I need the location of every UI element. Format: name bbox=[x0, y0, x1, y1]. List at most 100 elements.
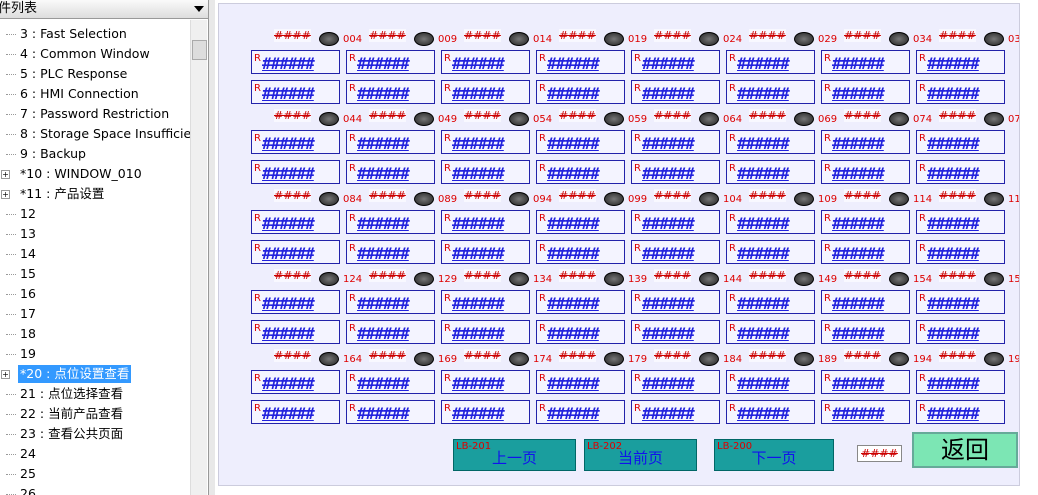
expander[interactable]: + bbox=[1, 370, 10, 379]
expander[interactable]: + bbox=[1, 170, 10, 179]
lamp[interactable] bbox=[319, 272, 339, 286]
lamp[interactable] bbox=[414, 272, 434, 286]
lamp[interactable] bbox=[889, 272, 909, 286]
tree-item[interactable]: 4 : Common Window bbox=[20, 46, 150, 61]
lamp[interactable] bbox=[414, 32, 434, 46]
header-value: #### bbox=[559, 269, 596, 282]
lamp[interactable] bbox=[794, 32, 814, 46]
tree-item[interactable]: *11 : 产品设置 bbox=[20, 186, 105, 201]
cell-value: ###### bbox=[452, 84, 505, 103]
lamp[interactable] bbox=[984, 272, 1004, 286]
lamp[interactable] bbox=[414, 192, 434, 206]
lamp[interactable] bbox=[604, 272, 624, 286]
value-cell: ###### R bbox=[536, 370, 625, 394]
tree-item[interactable]: 18 bbox=[20, 326, 36, 341]
lamp[interactable] bbox=[984, 192, 1004, 206]
value-cell: ###### R bbox=[441, 50, 530, 74]
lamp[interactable] bbox=[699, 32, 719, 46]
tree-item[interactable]: *20 : 点位设置查看 bbox=[18, 365, 132, 383]
lamp[interactable] bbox=[604, 192, 624, 206]
header-value: #### bbox=[464, 269, 501, 282]
lamp[interactable] bbox=[889, 112, 909, 126]
scrollbar[interactable] bbox=[190, 20, 207, 495]
tree-item[interactable]: 14 bbox=[20, 246, 36, 261]
tree-item[interactable]: 7 : Password Restriction bbox=[20, 106, 170, 121]
lamp[interactable] bbox=[319, 32, 339, 46]
lamp[interactable] bbox=[509, 192, 529, 206]
tree-item[interactable]: 6 : HMI Connection bbox=[20, 86, 139, 101]
tree-item[interactable]: 21 : 点位选择查看 bbox=[20, 386, 124, 401]
header-value: #### bbox=[559, 109, 596, 122]
value-cell: ###### R bbox=[346, 160, 435, 184]
tree-item[interactable]: 25 bbox=[20, 466, 36, 481]
lamp-id: 014 bbox=[533, 34, 553, 45]
cell-prefix: R bbox=[539, 213, 546, 224]
tree-item[interactable]: 13 bbox=[20, 226, 36, 241]
lamp[interactable] bbox=[699, 352, 719, 366]
lamp[interactable] bbox=[699, 112, 719, 126]
tree-item[interactable]: 16 bbox=[20, 286, 36, 301]
lamp[interactable] bbox=[509, 352, 529, 366]
tree-item[interactable]: 12 bbox=[20, 206, 36, 221]
expander[interactable]: + bbox=[1, 190, 10, 199]
lamp-id: 154 bbox=[913, 274, 933, 285]
lamp[interactable] bbox=[319, 352, 339, 366]
lamp[interactable] bbox=[984, 352, 1004, 366]
tree-item[interactable]: 15 bbox=[20, 266, 36, 281]
cell-value: ###### bbox=[262, 374, 315, 393]
lamp[interactable] bbox=[509, 32, 529, 46]
nav-button[interactable]: 上一页 LB-201 bbox=[453, 439, 576, 471]
lamp[interactable] bbox=[699, 272, 719, 286]
tree-item[interactable]: 23 : 查看公共页面 bbox=[20, 426, 124, 441]
tree-item[interactable]: 26 bbox=[20, 486, 36, 495]
tree-item[interactable]: 9 : Backup bbox=[20, 146, 86, 161]
tree-item[interactable]: 17 bbox=[20, 306, 36, 321]
tree-item[interactable]: 19 bbox=[20, 346, 36, 361]
lamp[interactable] bbox=[794, 192, 814, 206]
lamp[interactable] bbox=[889, 352, 909, 366]
tree-item[interactable]: 24 bbox=[20, 446, 36, 461]
lamp[interactable] bbox=[984, 112, 1004, 126]
lamp[interactable] bbox=[794, 112, 814, 126]
cell-value: ###### bbox=[832, 244, 885, 263]
tree-line bbox=[6, 54, 16, 55]
value-cell: ###### R bbox=[536, 50, 625, 74]
lamp-id: 099 bbox=[628, 194, 648, 205]
lamp-id: 019 bbox=[628, 34, 648, 45]
tree-item[interactable]: 22 : 当前产品查看 bbox=[20, 406, 124, 421]
lamp[interactable] bbox=[509, 272, 529, 286]
lamp[interactable] bbox=[604, 112, 624, 126]
lamp[interactable] bbox=[604, 352, 624, 366]
lamp[interactable] bbox=[889, 32, 909, 46]
lamp[interactable] bbox=[699, 192, 719, 206]
list-header[interactable]: 件列表 bbox=[0, 0, 208, 19]
lamp[interactable] bbox=[889, 192, 909, 206]
cell-prefix: R bbox=[349, 323, 356, 334]
lamp[interactable] bbox=[509, 112, 529, 126]
lamp[interactable] bbox=[414, 352, 434, 366]
value-cell: ###### R bbox=[726, 130, 815, 154]
cell-prefix: R bbox=[444, 403, 451, 414]
tree-item[interactable]: 5 : PLC Response bbox=[20, 66, 128, 81]
header-value: #### bbox=[749, 29, 786, 42]
lamp[interactable] bbox=[414, 112, 434, 126]
lamp[interactable] bbox=[604, 32, 624, 46]
lamp[interactable] bbox=[319, 112, 339, 126]
back-button[interactable]: 返回 bbox=[912, 432, 1018, 468]
tree-item[interactable]: 8 : Storage Space Insufficient bbox=[20, 126, 205, 141]
cell-prefix: R bbox=[824, 323, 831, 334]
cell-value: ###### bbox=[737, 404, 790, 423]
cell-value: ###### bbox=[642, 84, 695, 103]
lamp[interactable] bbox=[319, 192, 339, 206]
lamp[interactable] bbox=[794, 352, 814, 366]
tree-item[interactable]: *10 : WINDOW_010 bbox=[20, 166, 142, 181]
value-cell: ###### R bbox=[441, 320, 530, 344]
header-value: #### bbox=[464, 189, 501, 202]
lamp[interactable] bbox=[984, 32, 1004, 46]
lamp-id: 109 bbox=[818, 194, 838, 205]
lamp[interactable] bbox=[794, 272, 814, 286]
cell-prefix: R bbox=[824, 213, 831, 224]
tree-item[interactable]: 3 : Fast Selection bbox=[20, 26, 127, 41]
nav-button[interactable]: 下一页 LB-200 bbox=[714, 439, 834, 471]
nav-button[interactable]: 当前页 LB-202 bbox=[584, 439, 697, 471]
